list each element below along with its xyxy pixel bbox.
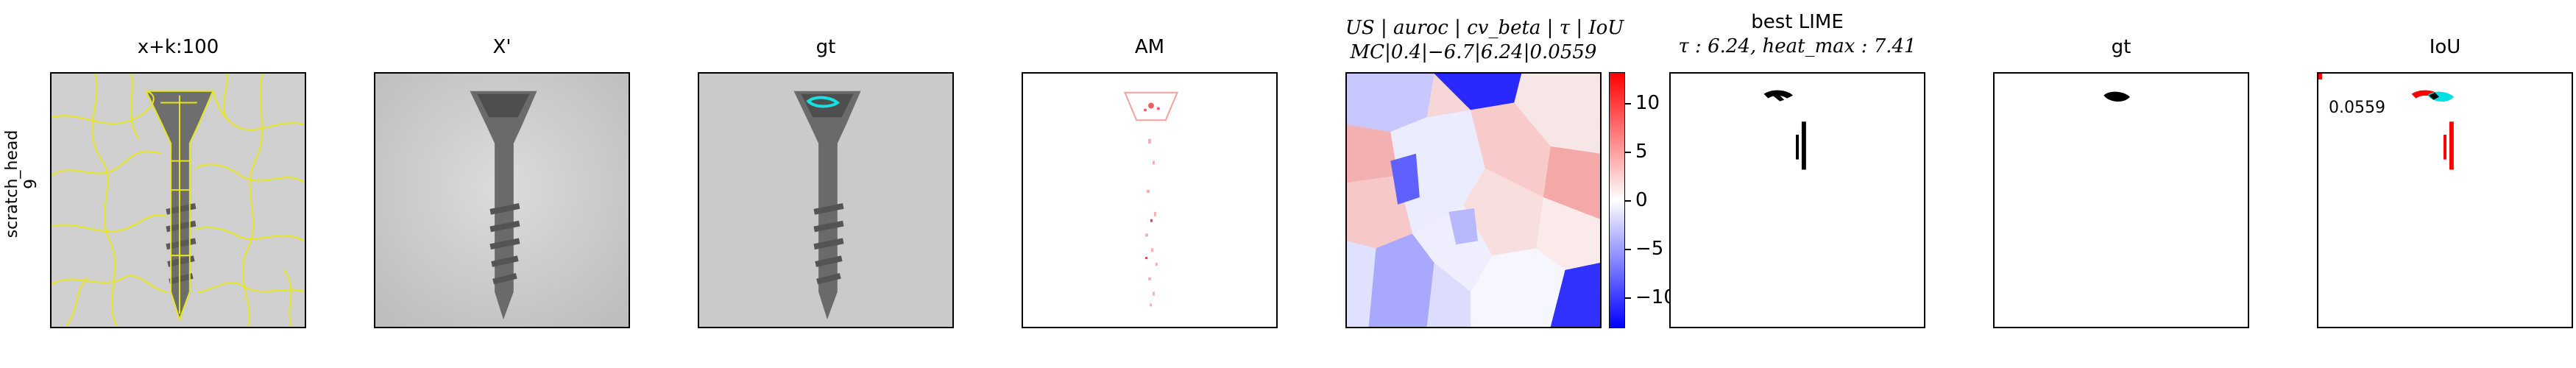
iou-image: 0.0559 [2317,72,2573,328]
colorbar-tick-mark [1625,248,1631,250]
panel-title: gt [2111,36,2131,58]
panel-input: X' [374,0,630,368]
screw-gt-overlay [699,74,952,327]
colorbar-tick-label: 0 [1635,189,1648,211]
anomaly-map-heat [1023,74,1276,327]
gt-overlay-image [698,72,954,328]
colorbar-tick-label: −5 [1635,237,1664,260]
screw-superpixel-overlay [52,74,305,327]
screw-image [375,74,629,327]
panel-title: AM [1134,36,1165,58]
colorbar-tick-mark [1625,200,1631,202]
colorbar-tick-label: 5 [1635,141,1648,163]
gt-mask-image [1993,72,2249,328]
panel-title: IoU [2429,36,2461,58]
panel-title: gt [815,36,836,58]
panel-title: X' [492,36,512,58]
anomaly-map-image [1022,72,1278,328]
input-image [374,72,630,328]
iou-value: 0.0559 [2329,99,2385,117]
panel-us-heatmap: US | auroc | cv_beta | τ | IoU MC|0.4|−6… [1345,0,1684,368]
colorbar-tick-label: 10 [1635,92,1660,115]
row-label-text: scratch_head 9 [3,130,41,238]
colorbar-tick-mark [1625,103,1631,105]
colorbar [1609,72,1625,328]
lime-mask-image [1669,72,1925,328]
panel-title-line1: best LIME [1751,11,1844,33]
row-label-index: 9 [22,179,40,189]
panel-iou: IoU 0.0559 [2317,0,2573,368]
panel-title-line2: MC|0.4|−6.7|6.24|0.0559 [1350,41,1597,63]
panel-anomaly-map: AM [1022,0,1278,368]
us-heatmap [1347,74,1600,327]
panel-gt-mask: gt [1993,0,2249,368]
colorbar-tick-label: −10 [1635,286,1676,308]
row-label-category: scratch_head [3,130,21,238]
iou-overlap [2318,74,2572,327]
panel-superpixels: x+k:100 [50,0,306,368]
panel-gt-overlay: gt [698,0,954,368]
panel-title-line1: US | auroc | cv_beta | τ | IoU [1345,17,1624,39]
lime-mask [1671,74,1924,327]
panel-best-lime: best LIME τ : 6.24, heat_max : 7.41 [1669,0,1925,368]
panel-title: x+k:100 [137,36,219,58]
us-heatmap-image [1345,72,1602,328]
superpixel-image [50,72,306,328]
row-label: scratch_head 9 [0,0,44,368]
colorbar-tick-mark [1625,297,1631,299]
colorbar-tick-mark [1625,152,1631,154]
panel-title-line2: τ : 6.24, heat_max : 7.41 [1678,35,1917,57]
gt-mask [1995,74,2248,327]
